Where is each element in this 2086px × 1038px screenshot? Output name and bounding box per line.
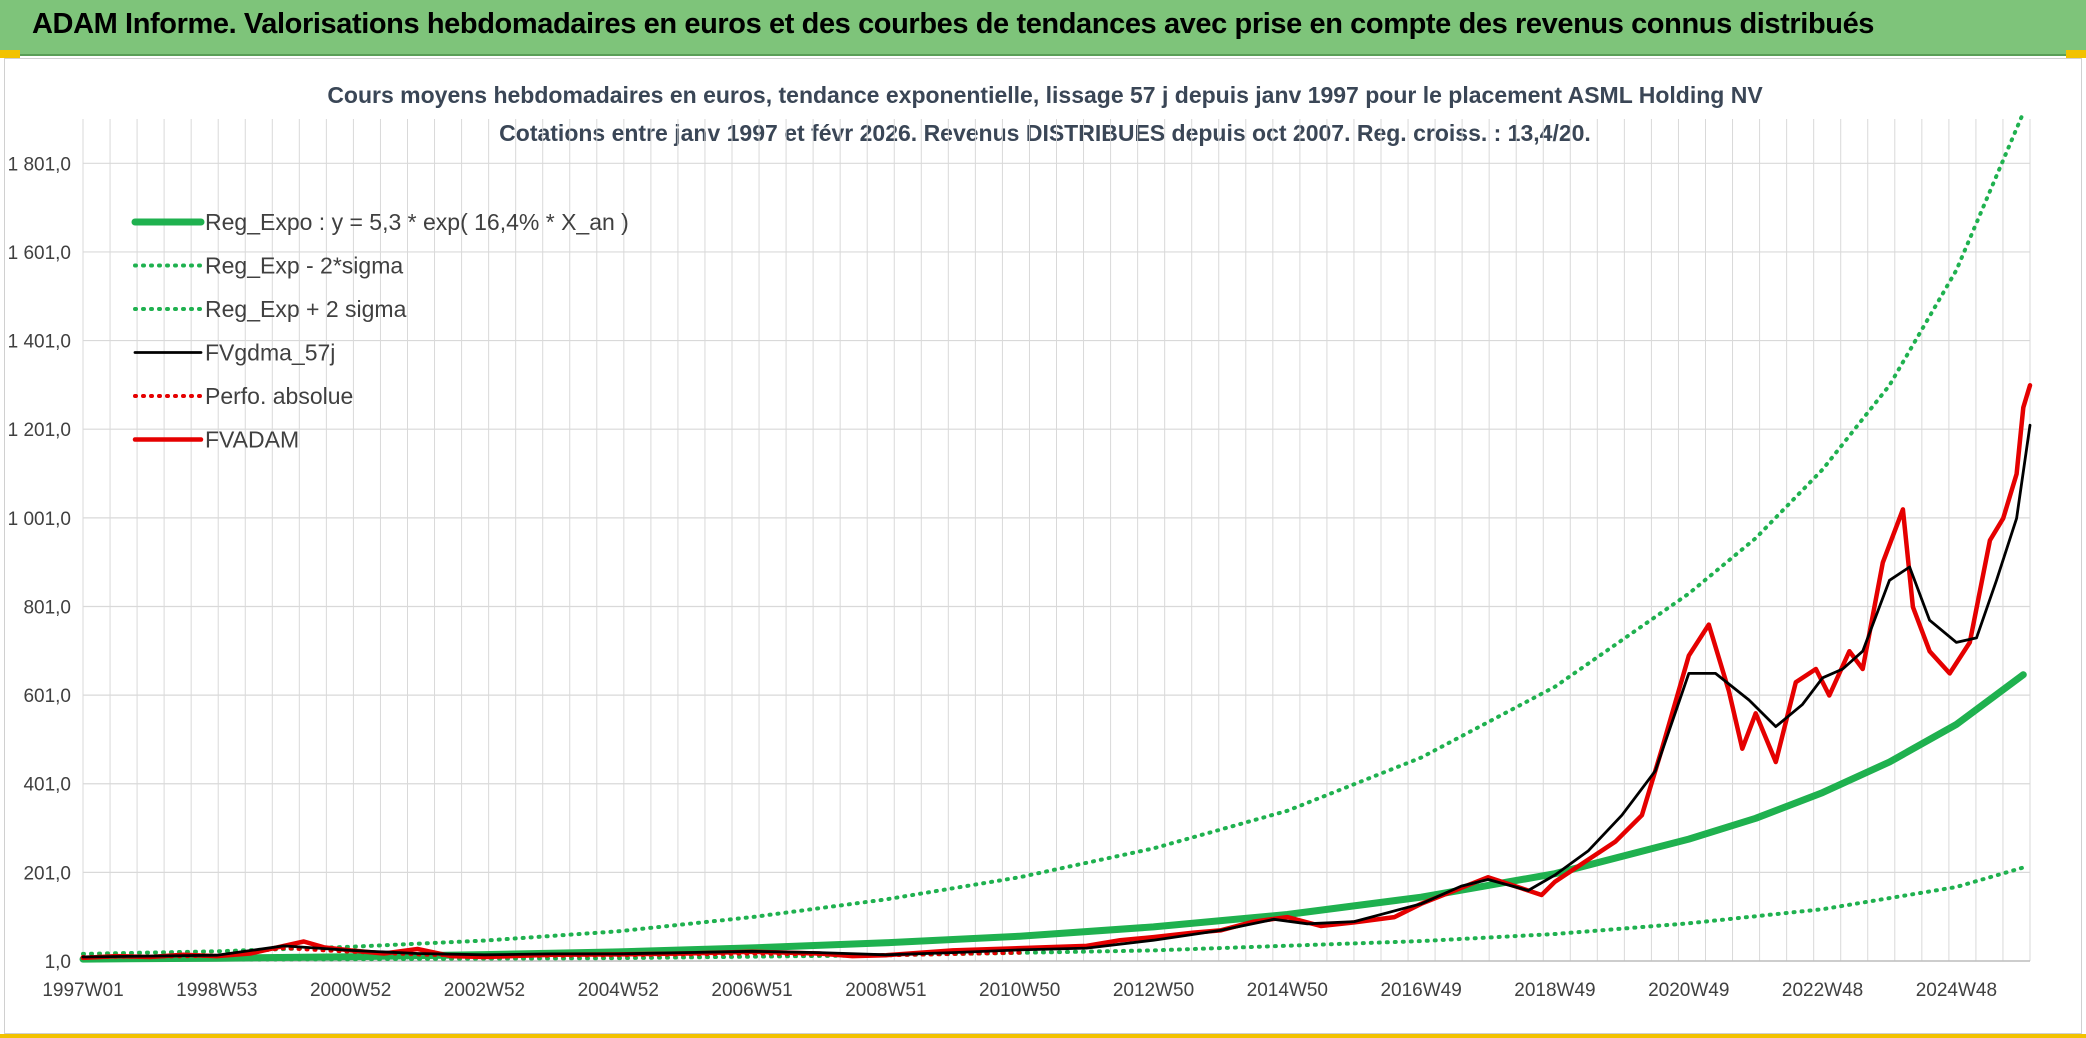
x-tick-label: 1997W01 (42, 980, 123, 1001)
y-tick-label: 1 601,0 (8, 243, 71, 264)
y-tick-label: 1,0 (45, 952, 71, 973)
x-tick-label: 2002W52 (444, 980, 525, 1001)
x-tick-label: 2006W51 (711, 980, 792, 1001)
chart-subtitle: Cotations entre janv 1997 et févr 2026. … (499, 120, 1591, 146)
axis-labels: 1,0 201,0 401,0 601,0 801,0 1 001,0 1 201,0 1 4… (8, 154, 2030, 1001)
y-tick-label: 1 801,0 (8, 154, 71, 175)
chart-area: Cours moyens hebdomadaires en euros, ten… (4, 58, 2082, 1034)
x-tick-label: 2018W49 (1514, 980, 1595, 1001)
x-tick-label: 2008W51 (845, 980, 926, 1001)
x-tick-label: 2016W49 (1380, 980, 1461, 1001)
banner-corner-right (2066, 50, 2086, 58)
legend-label: Reg_Expo : y = 5,3 * exp( 16,4% * X_an ) (205, 209, 629, 235)
y-tick-label: 601,0 (23, 686, 71, 707)
y-tick-label: 1 401,0 (8, 332, 71, 353)
x-tick-label: 2024W48 (1916, 980, 1997, 1001)
legend-label: Reg_Exp - 2*sigma (205, 253, 403, 279)
legend-label: Perfo. absolue (205, 383, 353, 409)
chart-legend: Reg_Expo : y = 5,3 * exp( 16,4% * X_an )… (131, 209, 629, 453)
chart-title: Cours moyens hebdomadaires en euros, ten… (327, 82, 1763, 108)
valuation-chart: Cours moyens hebdomadaires en euros, ten… (8, 82, 2033, 1001)
series-line-3 (81, 423, 2032, 959)
x-tick-label: 2014W50 (1247, 980, 1328, 1001)
grid-lines (82, 119, 2031, 962)
x-tick-label: 2020W49 (1648, 980, 1729, 1001)
x-tick-label: 2022W48 (1782, 980, 1863, 1001)
y-tick-label: 201,0 (23, 863, 71, 884)
series-line-1 (81, 865, 2026, 962)
x-tick-label: 1998W53 (176, 980, 257, 1001)
report-title: ADAM Informe. Valorisations hebdomadaire… (32, 8, 1875, 40)
banner-corner-left (0, 50, 20, 58)
report-banner: ADAM Informe. Valorisations hebdomadaire… (0, 0, 2086, 56)
x-tick-label: 2000W52 (310, 980, 391, 1001)
y-tick-label: 1 201,0 (8, 420, 71, 441)
x-tick-label: 2010W50 (979, 980, 1060, 1001)
x-tick-label: 2004W52 (578, 980, 659, 1001)
legend-label: Reg_Exp + 2 sigma (205, 296, 407, 322)
y-tick-label: 1 001,0 (8, 509, 71, 530)
bottom-accent-strip (0, 1034, 2086, 1038)
y-tick-label: 801,0 (23, 597, 71, 618)
legend-label: FVgdma_57j (205, 340, 335, 366)
y-tick-label: 401,0 (23, 775, 71, 796)
x-tick-label: 2012W50 (1113, 980, 1194, 1001)
series-lines (79, 110, 2033, 963)
legend-label: FVADAM (205, 427, 299, 453)
